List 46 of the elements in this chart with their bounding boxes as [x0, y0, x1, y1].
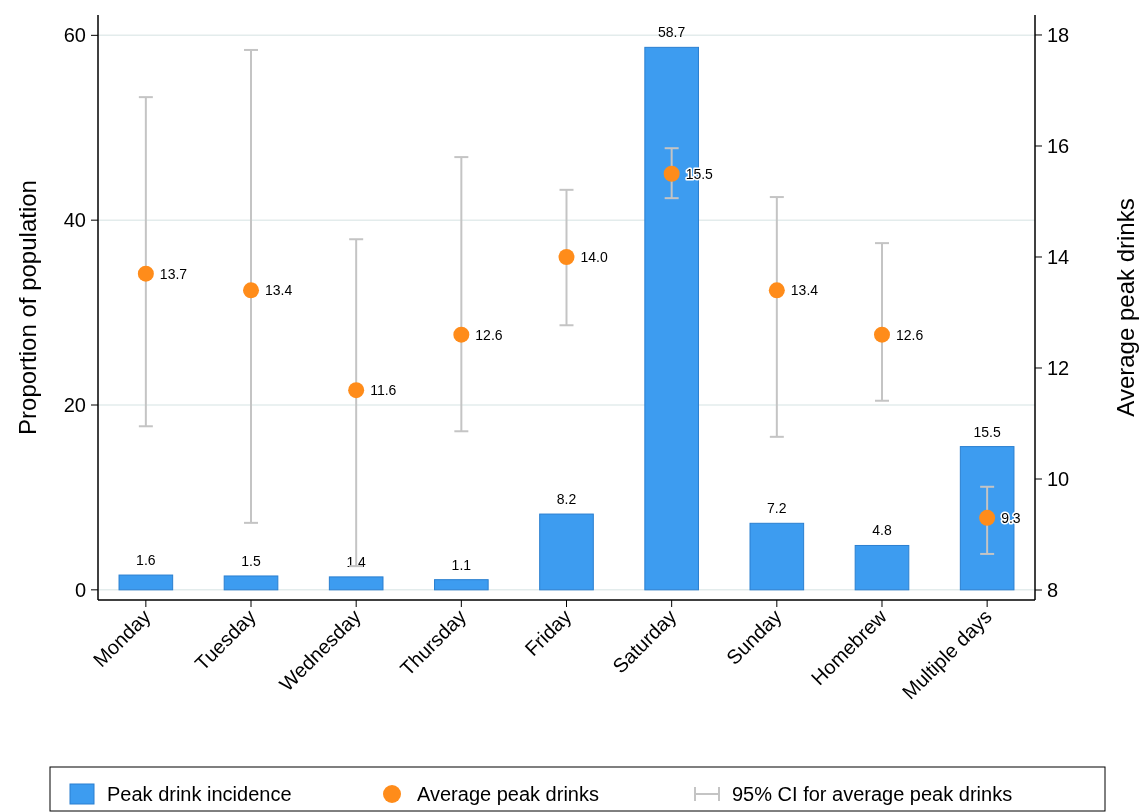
y-tick-label: 40 — [63, 209, 86, 232]
point — [558, 248, 575, 265]
data-label: 8.2 — [556, 491, 577, 508]
y2-tick-label: 18 — [1047, 23, 1070, 46]
point — [243, 282, 260, 299]
data-label: 1.5 — [241, 552, 261, 569]
data-label: 11.6 — [370, 382, 397, 399]
y2-tick-label: 8 — [1047, 579, 1059, 602]
point — [348, 382, 365, 399]
bar — [328, 576, 384, 591]
data-label: 15.5 — [973, 423, 1001, 440]
data-label: 13.4 — [790, 282, 819, 299]
bar — [539, 513, 594, 591]
bar — [749, 522, 805, 591]
data-label: 1.1 — [451, 556, 472, 573]
data-label: 14.0 — [580, 248, 608, 265]
data-label: 13.7 — [159, 265, 188, 282]
y-tick-label: 60 — [63, 24, 86, 47]
y2-axis-title: Average peak drinks — [1112, 198, 1139, 417]
y2-tick-label: 10 — [1047, 468, 1070, 490]
point — [137, 265, 154, 282]
y-tick-label: 0 — [74, 578, 86, 601]
bar — [854, 544, 910, 591]
y-tick-label: 20 — [63, 394, 86, 416]
y2-tick-label: 16 — [1047, 134, 1070, 157]
data-label: 13.4 — [265, 282, 293, 299]
point — [663, 165, 680, 182]
data-label: 1.6 — [136, 552, 156, 569]
data-label: 4.8 — [872, 522, 892, 539]
legend-label: Average peak drinks — [417, 783, 599, 805]
y2-tick-label: 12 — [1047, 357, 1070, 379]
bar — [118, 574, 174, 591]
point — [768, 282, 785, 299]
point — [873, 326, 890, 343]
y2-tick-label: 14 — [1047, 245, 1070, 268]
point — [453, 326, 470, 343]
bar — [434, 579, 489, 591]
data-label: 12.6 — [895, 326, 924, 343]
point — [979, 509, 996, 526]
text: 95% CI for average peak drinks — [732, 783, 1013, 805]
data-label: 58.7 — [658, 24, 686, 41]
data-label: 7.2 — [767, 500, 787, 517]
legend-label: Peak drink incidence — [107, 783, 292, 805]
data-label: 12.6 — [475, 326, 503, 343]
y-axis-title: Proportion of population — [14, 180, 41, 435]
bar — [223, 575, 279, 591]
